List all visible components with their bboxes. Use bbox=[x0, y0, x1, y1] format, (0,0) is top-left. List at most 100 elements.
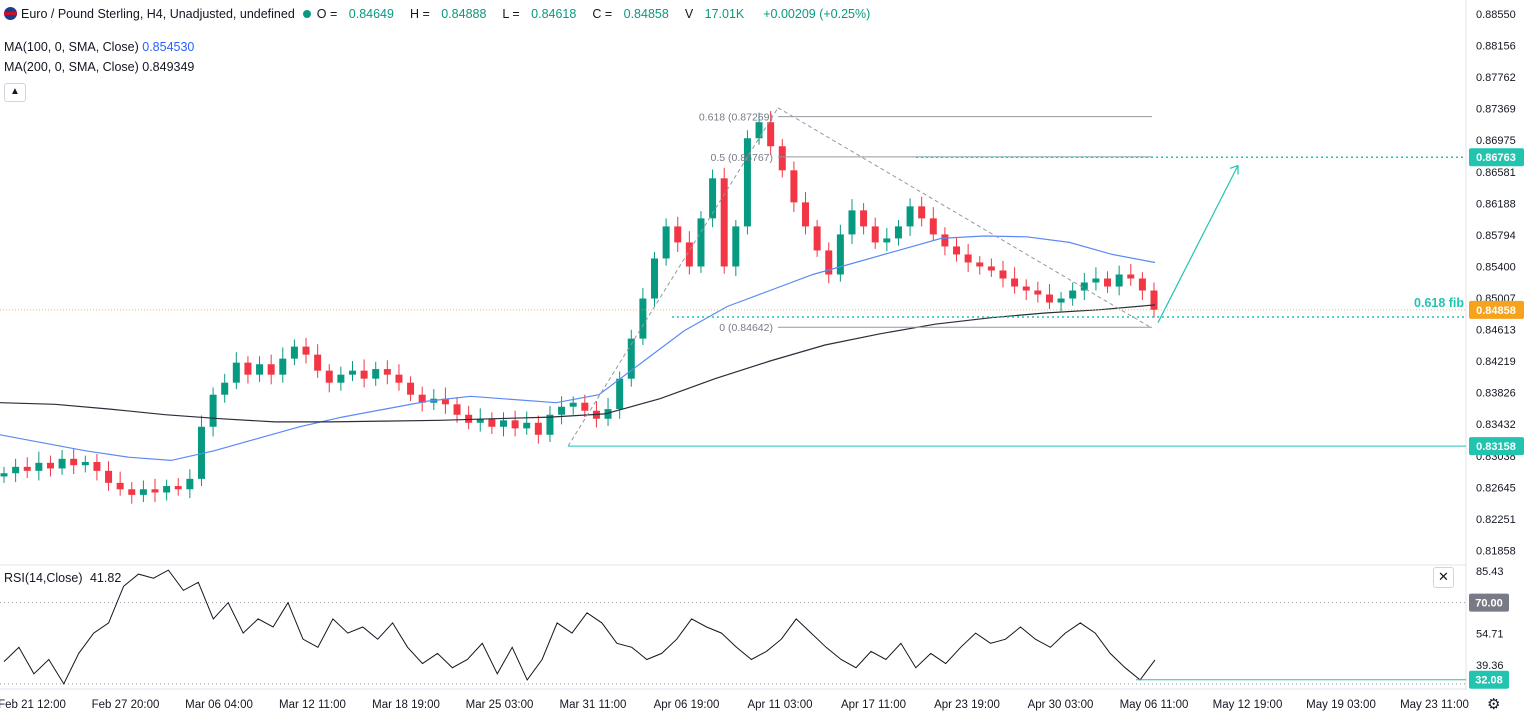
candle-body bbox=[197, 426, 205, 479]
rsi-line bbox=[3, 569, 1156, 685]
ma200-legend[interactable]: MA(200, 0, SMA, Close) 0.849349 bbox=[4, 60, 194, 74]
ohlc-item-o: O = 0.84649 bbox=[316, 7, 394, 21]
candle-body bbox=[337, 374, 345, 383]
candle-body bbox=[407, 382, 415, 395]
candle-body bbox=[662, 226, 670, 259]
candle-body bbox=[627, 338, 635, 379]
symbol-title: Euro / Pound Sterling, H4, Unadjusted, u… bbox=[21, 7, 295, 21]
candle-body bbox=[836, 234, 844, 275]
candle-body bbox=[290, 346, 298, 359]
candle-body bbox=[929, 218, 937, 235]
candle-body bbox=[604, 409, 612, 419]
time-tick-label: Apr 06 19:00 bbox=[654, 699, 720, 711]
market-status-icon bbox=[302, 10, 311, 18]
candle-body bbox=[802, 202, 810, 227]
candle-body bbox=[0, 473, 8, 477]
candle-body bbox=[709, 178, 717, 219]
rsi-tick-label: 54.71 bbox=[1476, 629, 1504, 641]
time-tick-label: Apr 30 03:00 bbox=[1028, 699, 1094, 711]
candle-body bbox=[778, 146, 786, 171]
price-tick-label: 0.88550 bbox=[1476, 9, 1516, 21]
candle-body bbox=[174, 486, 182, 490]
candle-body bbox=[825, 250, 833, 275]
time-tick-label: Apr 11 03:00 bbox=[747, 699, 812, 711]
candle-body bbox=[999, 270, 1007, 279]
candle-body bbox=[186, 478, 194, 490]
rsi-badge-label: 32.08 bbox=[1475, 675, 1503, 687]
candle-body bbox=[523, 422, 531, 429]
candle-body bbox=[860, 210, 868, 227]
candle-body bbox=[906, 206, 914, 227]
time-tick-label: May 19 03:00 bbox=[1306, 699, 1376, 711]
price-badge bbox=[1469, 437, 1524, 456]
rsi-badge-label: 70.00 bbox=[1475, 598, 1503, 610]
price-tick-label: 0.86188 bbox=[1476, 198, 1516, 210]
gear-icon[interactable]: ⚙ bbox=[1487, 696, 1501, 713]
candle-body bbox=[674, 226, 682, 243]
collapse-legend-button[interactable]: ▲ bbox=[4, 83, 26, 102]
ma100-legend[interactable]: MA(100, 0, SMA, Close) 0.854530 bbox=[4, 40, 194, 54]
candle-body bbox=[976, 262, 984, 267]
candle-body bbox=[918, 206, 926, 219]
ma200-line bbox=[0, 304, 1156, 423]
candle-body bbox=[894, 226, 902, 239]
rsi-badge bbox=[1469, 593, 1509, 612]
rsi-badge bbox=[1469, 670, 1509, 689]
candle-body bbox=[314, 354, 322, 371]
candle-body bbox=[953, 246, 961, 255]
candle-body bbox=[987, 266, 995, 271]
candle-body bbox=[267, 364, 275, 375]
time-tick-label: Feb 21 12:00 bbox=[0, 699, 66, 711]
price-tick-label: 0.82645 bbox=[1476, 482, 1516, 494]
fib-trend-down bbox=[777, 107, 1153, 329]
candle-body bbox=[1092, 278, 1100, 283]
candle-body bbox=[465, 414, 473, 423]
candle-body bbox=[941, 234, 949, 247]
price-tick-label: 0.88156 bbox=[1476, 41, 1516, 53]
candle-body bbox=[360, 370, 368, 379]
price-tick-label: 0.86581 bbox=[1476, 167, 1516, 179]
candle-body bbox=[244, 362, 252, 375]
fib-0618-text: 0.618 (0.87269) bbox=[699, 112, 773, 124]
candle-body bbox=[499, 420, 507, 427]
price-tick-label: 0.84219 bbox=[1476, 356, 1516, 368]
projection-arrow-head bbox=[1229, 164, 1239, 175]
price-tick-label: 0.87369 bbox=[1476, 104, 1516, 116]
candle-body bbox=[256, 364, 264, 375]
candle-body bbox=[581, 402, 589, 411]
candle-body bbox=[209, 394, 217, 427]
candle-body bbox=[1057, 298, 1065, 303]
candle-body bbox=[383, 369, 391, 375]
price-tick-label: 0.84613 bbox=[1476, 325, 1516, 337]
close-icon: ✕ bbox=[1438, 569, 1449, 584]
fib-trend-up bbox=[567, 107, 779, 447]
candle-body bbox=[46, 462, 54, 469]
fib-0-text: 0 (0.84642) bbox=[719, 322, 773, 334]
rsi-legend[interactable]: RSI(14,Close) 41.82 bbox=[4, 571, 121, 585]
candle-body bbox=[1045, 294, 1053, 303]
price-tick-label: 0.83432 bbox=[1476, 419, 1516, 431]
ma100-line bbox=[0, 235, 1156, 462]
time-tick-label: May 06 11:00 bbox=[1120, 699, 1189, 711]
candle-body bbox=[546, 414, 554, 435]
candle-body bbox=[1069, 290, 1077, 299]
chevron-up-icon: ▲ bbox=[10, 86, 20, 97]
rsi-value: 41.82 bbox=[89, 571, 122, 585]
candle-body bbox=[151, 489, 159, 493]
candle-body bbox=[418, 394, 426, 403]
price-tick-label: 0.83826 bbox=[1476, 388, 1516, 400]
price-tick-label: 0.85794 bbox=[1476, 230, 1516, 242]
candle-body bbox=[767, 122, 775, 147]
price-badge-label: 0.83158 bbox=[1476, 441, 1516, 453]
price-change: +0.00209 (+0.25%) bbox=[763, 7, 871, 21]
price-tick-label: 0.87762 bbox=[1476, 72, 1516, 84]
ohlc-values: O = 0.84649 H = 0.84888 L = 0.84618 C = 0.8… bbox=[317, 7, 760, 21]
candle-body bbox=[70, 458, 78, 466]
close-rsi-button[interactable]: ✕ bbox=[1433, 567, 1454, 588]
candle-body bbox=[534, 422, 542, 435]
time-tick-label: Mar 31 11:00 bbox=[560, 699, 627, 711]
projection-arrow bbox=[1157, 165, 1239, 323]
uk-flag-icon bbox=[4, 7, 17, 20]
candle-body bbox=[232, 362, 240, 383]
